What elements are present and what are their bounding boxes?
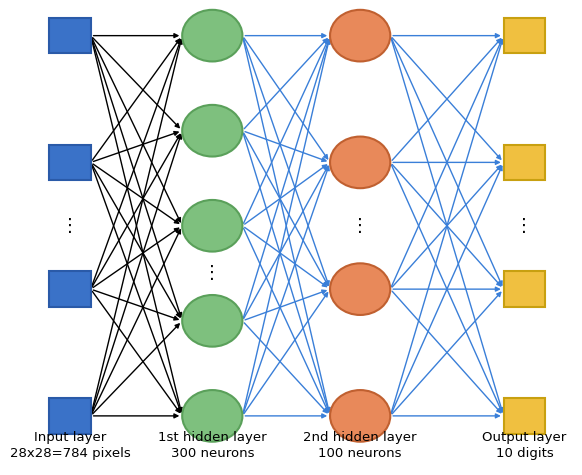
Circle shape [182, 10, 243, 61]
FancyBboxPatch shape [503, 271, 545, 307]
Circle shape [182, 200, 243, 252]
Text: 1st hidden layer: 1st hidden layer [158, 430, 267, 444]
FancyBboxPatch shape [503, 398, 545, 434]
Circle shape [182, 295, 243, 347]
FancyBboxPatch shape [49, 144, 91, 180]
Circle shape [330, 390, 391, 442]
Text: 300 neurons: 300 neurons [171, 447, 254, 460]
Text: 28x28=784 pixels: 28x28=784 pixels [9, 447, 130, 460]
Text: ⋮: ⋮ [516, 217, 534, 235]
Text: 100 neurons: 100 neurons [318, 447, 402, 460]
FancyBboxPatch shape [503, 18, 545, 54]
Circle shape [330, 263, 391, 315]
Circle shape [182, 390, 243, 442]
Text: 10 digits: 10 digits [496, 447, 553, 460]
Text: ⋮: ⋮ [203, 264, 221, 282]
Text: ⋮: ⋮ [61, 217, 79, 235]
FancyBboxPatch shape [503, 144, 545, 180]
Circle shape [330, 10, 391, 61]
FancyBboxPatch shape [49, 271, 91, 307]
FancyBboxPatch shape [49, 18, 91, 54]
Circle shape [330, 137, 391, 188]
Text: ⋮: ⋮ [351, 217, 369, 235]
Circle shape [182, 105, 243, 157]
Text: Input layer: Input layer [34, 430, 106, 444]
FancyBboxPatch shape [49, 398, 91, 434]
Text: 2nd hidden layer: 2nd hidden layer [303, 430, 417, 444]
Text: Output layer: Output layer [482, 430, 567, 444]
